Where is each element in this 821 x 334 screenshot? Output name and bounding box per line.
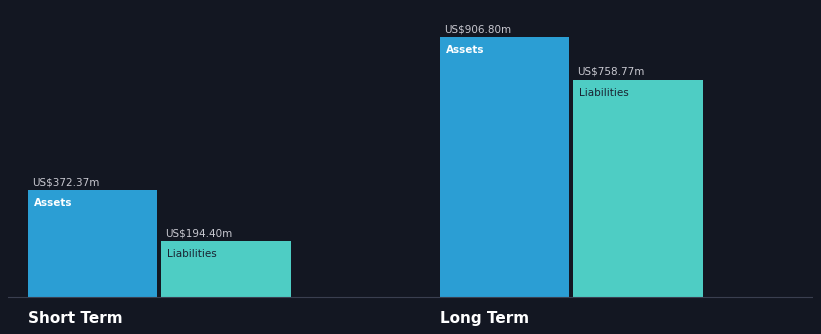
Text: US$758.77m: US$758.77m (577, 67, 644, 77)
Text: US$906.80m: US$906.80m (444, 24, 511, 34)
Bar (573, 80, 703, 297)
Text: Liabilities: Liabilities (167, 249, 217, 259)
Text: US$194.40m: US$194.40m (165, 228, 232, 238)
Bar (161, 241, 291, 297)
Text: Assets: Assets (446, 45, 484, 55)
Bar (440, 37, 570, 297)
Text: US$372.37m: US$372.37m (32, 177, 99, 187)
Text: Assets: Assets (34, 198, 72, 208)
Text: Short Term: Short Term (28, 311, 122, 326)
Text: Liabilities: Liabilities (580, 88, 629, 98)
Text: Long Term: Long Term (440, 311, 529, 326)
Bar (28, 190, 158, 297)
